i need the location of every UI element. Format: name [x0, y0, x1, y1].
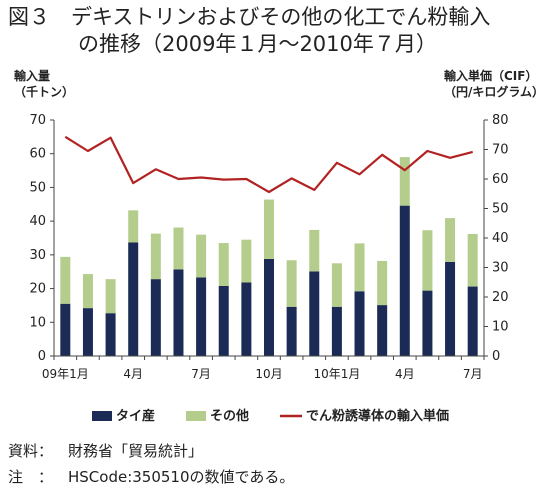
bar-other-2009-03 — [105, 279, 116, 314]
bar-thai-2010-04 — [399, 205, 410, 356]
right-tick-label-10: 10 — [492, 320, 509, 335]
bar-other-2009-10 — [264, 199, 274, 259]
right-axis-label-line-2: （円/キログラム） — [444, 85, 545, 99]
bar-thai-2010-03 — [377, 305, 388, 356]
bar-other-2009-08 — [218, 243, 229, 286]
bar-other-2010-07 — [467, 233, 478, 287]
bar-other-2009-09 — [241, 239, 252, 283]
note-text: HSCode:350510の数値である。 — [68, 468, 295, 486]
bar-other-2009-11 — [286, 260, 297, 307]
left-tick-label-40: 40 — [29, 214, 46, 229]
bar-thai-2009-11 — [286, 306, 297, 356]
legend-label-unit-price: でん粉誘導体の輸入単価 — [306, 408, 449, 424]
unit-price-line — [64, 135, 473, 194]
bar-thai-2010-06 — [445, 261, 456, 356]
x-tick-label-2010-01: 10年1月 — [313, 367, 360, 381]
bar-thai-2010-01 — [331, 306, 342, 356]
x-tick-label-2009-04: 4月 — [123, 367, 143, 381]
chart-title: 図３ デキストリンおよびその他の化工でん粉輸入 の推移（2009年１月～2010… — [8, 4, 553, 58]
bar-thai-2009-02 — [82, 308, 93, 356]
bar-other-2010-02 — [354, 243, 365, 292]
bar-thai-2009-10 — [264, 258, 274, 356]
legend-swatch-thai — [92, 411, 112, 421]
note-key: 注 ： — [8, 468, 54, 486]
bar-other-2009-12 — [309, 229, 320, 272]
bar-thai-2009-09 — [241, 282, 252, 356]
note-line: 注 ： HSCode:350510の数値である。 — [8, 466, 294, 487]
left-tick-label-20: 20 — [29, 282, 46, 297]
bar-other-2009-01 — [60, 256, 71, 304]
left-tick-label-0: 0 — [38, 349, 46, 364]
bar-thai-2009-04 — [128, 242, 139, 356]
left-tick-label-60: 60 — [29, 147, 46, 162]
bar-other-2009-04 — [128, 210, 139, 243]
bar-other-2010-06 — [445, 218, 456, 262]
legend-label-thai: タイ産 — [116, 408, 155, 424]
right-axis-label-line-1: 輸入単価（CIF） — [444, 69, 538, 83]
bar-other-2010-05 — [422, 230, 433, 291]
bar-thai-2009-12 — [309, 271, 320, 356]
left-axis-label: 輸入量 （千トン） — [14, 68, 74, 100]
left-tick-label-10: 10 — [29, 315, 46, 330]
bar-thai-2009-08 — [218, 285, 229, 356]
bar-other-2009-05 — [150, 233, 161, 280]
bar-thai-2010-07 — [467, 286, 478, 356]
bar-thai-2010-05 — [422, 290, 433, 356]
bar-other-2009-02 — [82, 274, 93, 309]
bar-thai-2009-03 — [105, 313, 116, 356]
bar-other-2010-01 — [331, 263, 342, 307]
left-tick-label-30: 30 — [29, 248, 46, 263]
right-tick-label-80: 80 — [492, 113, 509, 128]
left-tick-label-50: 50 — [29, 180, 46, 195]
left-tick-label-70: 70 — [29, 113, 46, 128]
right-tick-label-70: 70 — [492, 143, 509, 158]
bar-thai-2009-01 — [60, 303, 71, 356]
chart-canvas: 0 10 20 30 40 50 60 70 0 10 20 30 40 50 60 70 80 09年1月 4月 7… — [29, 113, 509, 424]
bar-other-2009-06 — [173, 227, 184, 270]
right-tick-label-60: 60 — [492, 172, 509, 187]
legend-label-other: その他 — [210, 408, 249, 424]
left-axis-label-line-2: （千トン） — [14, 85, 75, 99]
x-tick-label-2009-01: 09年1月 — [42, 367, 89, 381]
x-tick-label-2010-07: 7月 — [463, 367, 483, 381]
left-axis-label-line-1: 輸入量 — [14, 69, 51, 83]
title-line-1: 図３ デキストリンおよびその他の化工でん粉輸入 — [8, 5, 491, 29]
bar-thai-2009-07 — [196, 277, 207, 356]
source-line: 資料： 財務省「貿易統計」 — [8, 440, 203, 461]
right-axis-label: 輸入単価（CIF） （円/キログラム） — [444, 68, 544, 100]
source-key: 資料： — [8, 442, 54, 460]
bar-thai-2009-05 — [150, 279, 161, 356]
x-tick-label-2009-07: 7月 — [191, 367, 211, 381]
x-tick-label-2009-10: 10月 — [255, 367, 282, 381]
bar-other-2009-07 — [196, 234, 207, 278]
bar-thai-2009-06 — [173, 269, 184, 356]
right-tick-label-0: 0 — [492, 349, 500, 364]
source-text: 財務省「貿易統計」 — [68, 442, 204, 460]
right-tick-label-50: 50 — [492, 202, 509, 217]
bar-other-2010-04 — [399, 157, 410, 206]
right-tick-label-40: 40 — [492, 231, 509, 246]
bar-thai-2010-02 — [354, 291, 365, 356]
legend-swatch-other — [186, 411, 206, 421]
bar-other-2010-03 — [377, 260, 388, 306]
x-tick-label-2010-04: 4月 — [395, 367, 415, 381]
title-line-2: の推移（2009年１月～2010年７月） — [78, 32, 437, 56]
right-tick-label-30: 30 — [492, 261, 509, 276]
right-tick-label-20: 20 — [492, 290, 509, 305]
